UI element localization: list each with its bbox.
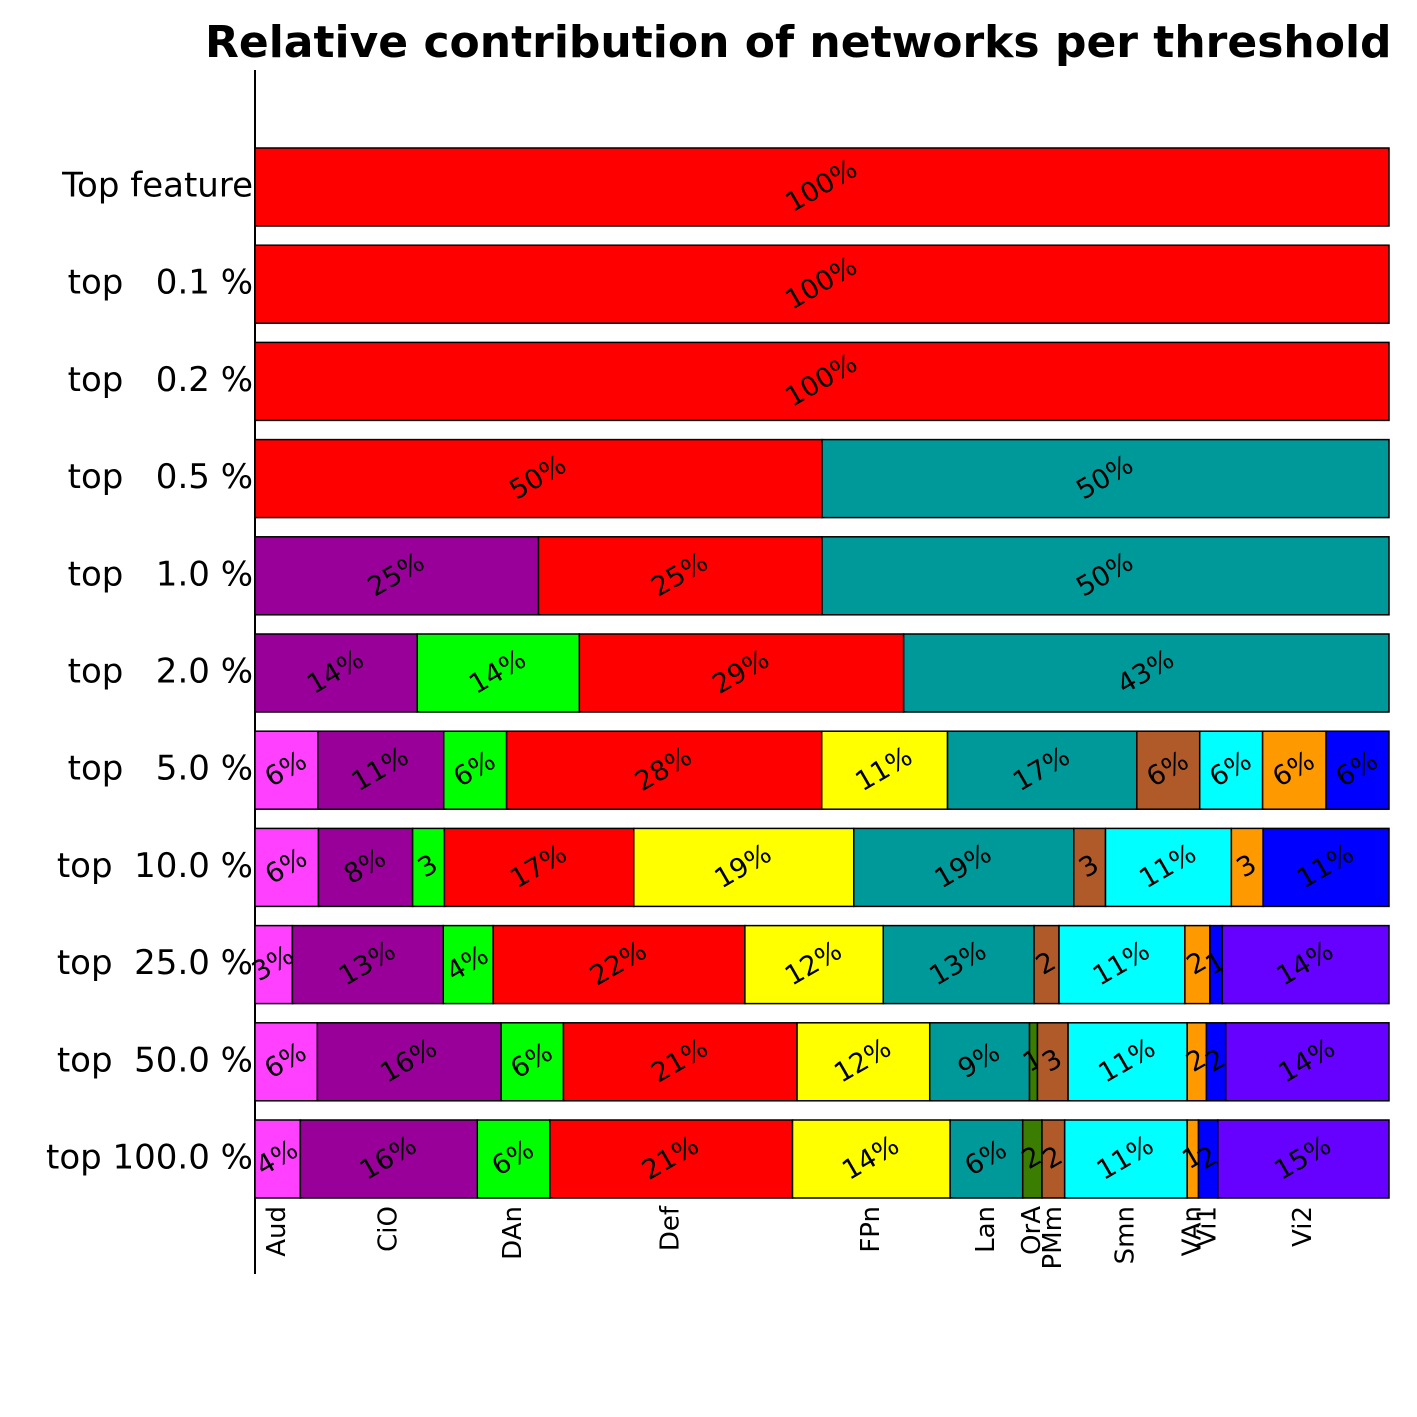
bar-segment-vi2 <box>1221 924 1390 1005</box>
bar-segment-dan <box>500 1022 565 1102</box>
bar-segment-def <box>549 1119 794 1199</box>
bar-segment-pmm <box>1036 1022 1069 1102</box>
bar-segment-van <box>1261 730 1327 810</box>
bar-segment-aud <box>254 827 320 908</box>
row-label: top 0.1 % <box>68 263 253 303</box>
row-label: top 5.0 % <box>68 749 253 789</box>
network-label-van: VAn <box>1177 1206 1207 1256</box>
bar-row: 100% <box>254 244 1390 324</box>
bar-segment-cio <box>317 827 414 908</box>
bar-segment-dan <box>442 730 508 810</box>
network-label-smn: Smn <box>1110 1206 1140 1264</box>
y-axis-labels: Top feature top 0.1 % top 0.2 % top 0.5 % to… <box>46 166 253 1178</box>
row-label: top 50.0 % <box>57 1040 253 1080</box>
bar-segment-cio <box>254 536 540 616</box>
bar-segment-def <box>443 827 635 908</box>
bar-row: 3% 13% 4% 22% 12% 13% 2 11% 21 14% <box>247 924 1390 1005</box>
bar-segment-def <box>254 147 1390 227</box>
bar-row: 6% 16% 6% 21% 12% 9% 13 11% 22 14% <box>254 1022 1390 1102</box>
bar-segment-def <box>537 536 823 616</box>
bar-segment-vi1 <box>1262 827 1390 908</box>
bar-segment-dan <box>476 1119 551 1199</box>
bar-segment-def <box>254 244 1390 324</box>
bar-row: 6% 8% 3 17% 19% 19% 3 11% 3 11% <box>254 827 1390 908</box>
network-label-fpn: FPn <box>856 1206 886 1253</box>
network-label-lan: Lan <box>971 1206 1001 1253</box>
bar-segment-vi2 <box>1224 1022 1390 1102</box>
bar-segment-dan <box>411 827 446 908</box>
bar-row: 25% 25% 50% <box>254 536 1390 616</box>
network-label-pmm: PMm <box>1038 1206 1068 1269</box>
row-label: top 1.0 % <box>68 554 253 594</box>
bar-row: 4% 16% 6% 21% 14% 6% 22 11% 12 15% <box>251 1119 1390 1199</box>
bar-rows: 100% 100% 100% 50% 50% 25% 25% 50% 14% 14% 29% 43% 6… <box>247 147 1390 1199</box>
bar-segment-cio <box>299 1119 479 1199</box>
bar-segment-cio <box>316 1022 502 1102</box>
bar-segment-lan <box>853 827 1075 908</box>
bar-segment-pmm <box>1072 827 1107 908</box>
row-label: top 10.0 % <box>57 846 253 886</box>
bar-segment-dan <box>416 633 581 713</box>
bar-segment-aud <box>254 924 294 1005</box>
bar-segment-lan <box>821 536 1390 616</box>
bar-segment-cio <box>291 924 444 1005</box>
row-label: top 100.0 % <box>46 1138 253 1178</box>
bar-segment-pmm <box>1136 730 1201 810</box>
bar-segment-smn <box>1104 827 1233 908</box>
bar-segment-lan <box>928 1022 1031 1102</box>
bar-segment-cio <box>254 633 418 713</box>
bar-row: 100% <box>254 341 1390 422</box>
bar-segment-lan <box>902 633 1390 713</box>
network-label-vi2: Vi2 <box>1288 1206 1318 1247</box>
bar-row: 50% 50% <box>254 438 1390 519</box>
row-label: top 2.0 % <box>68 652 253 692</box>
network-label-aud: Aud <box>262 1206 292 1257</box>
bar-segment-def <box>492 924 746 1005</box>
bar-segment-smn <box>1058 924 1186 1005</box>
network-label-vi1: Vi1 <box>1193 1206 1223 1247</box>
bar-segment-vi2 <box>1217 1119 1390 1199</box>
bar-segment-vi1 <box>1325 730 1390 810</box>
bar-segment-fpn <box>796 1022 931 1102</box>
bar-segment-aud <box>254 730 319 810</box>
bar-segment-cio <box>317 730 445 810</box>
network-label-ora: OrA <box>1017 1206 1047 1255</box>
bar-segment-def <box>578 633 905 713</box>
row-label: top 0.2 % <box>68 360 253 400</box>
bar-row: 14% 14% 29% 43% <box>254 633 1390 713</box>
row-label: top 25.0 % <box>57 943 253 983</box>
bar-segment-aud <box>254 1022 319 1102</box>
bar-segment-lan <box>949 1119 1024 1199</box>
chart-title: Relative contribution of networks per th… <box>205 17 1392 68</box>
network-label-def: Def <box>656 1205 686 1251</box>
bar-segment-smn <box>1198 730 1264 810</box>
bar-segment-fpn <box>820 730 949 810</box>
bar-segment-def <box>254 438 823 519</box>
bar-segment-lan <box>882 924 1035 1005</box>
bar-segment-smn <box>1067 1022 1188 1102</box>
bar-segment-lan <box>821 438 1390 519</box>
network-label-dan: DAn <box>498 1206 528 1260</box>
bar-segment-pmm <box>1033 924 1060 1005</box>
bar-segment-def <box>505 730 823 810</box>
network-label-cio: CiO <box>373 1206 403 1252</box>
bar-row: 100% <box>254 147 1390 227</box>
row-label: Top feature <box>61 166 253 206</box>
bar-segment-def <box>254 341 1390 422</box>
bar-row: 6% 11% 6% 28% 11% 17% 6% 6% 6% 6% <box>254 730 1390 810</box>
row-label: top 0.5 % <box>68 457 253 497</box>
bar-segment-def <box>562 1022 798 1102</box>
